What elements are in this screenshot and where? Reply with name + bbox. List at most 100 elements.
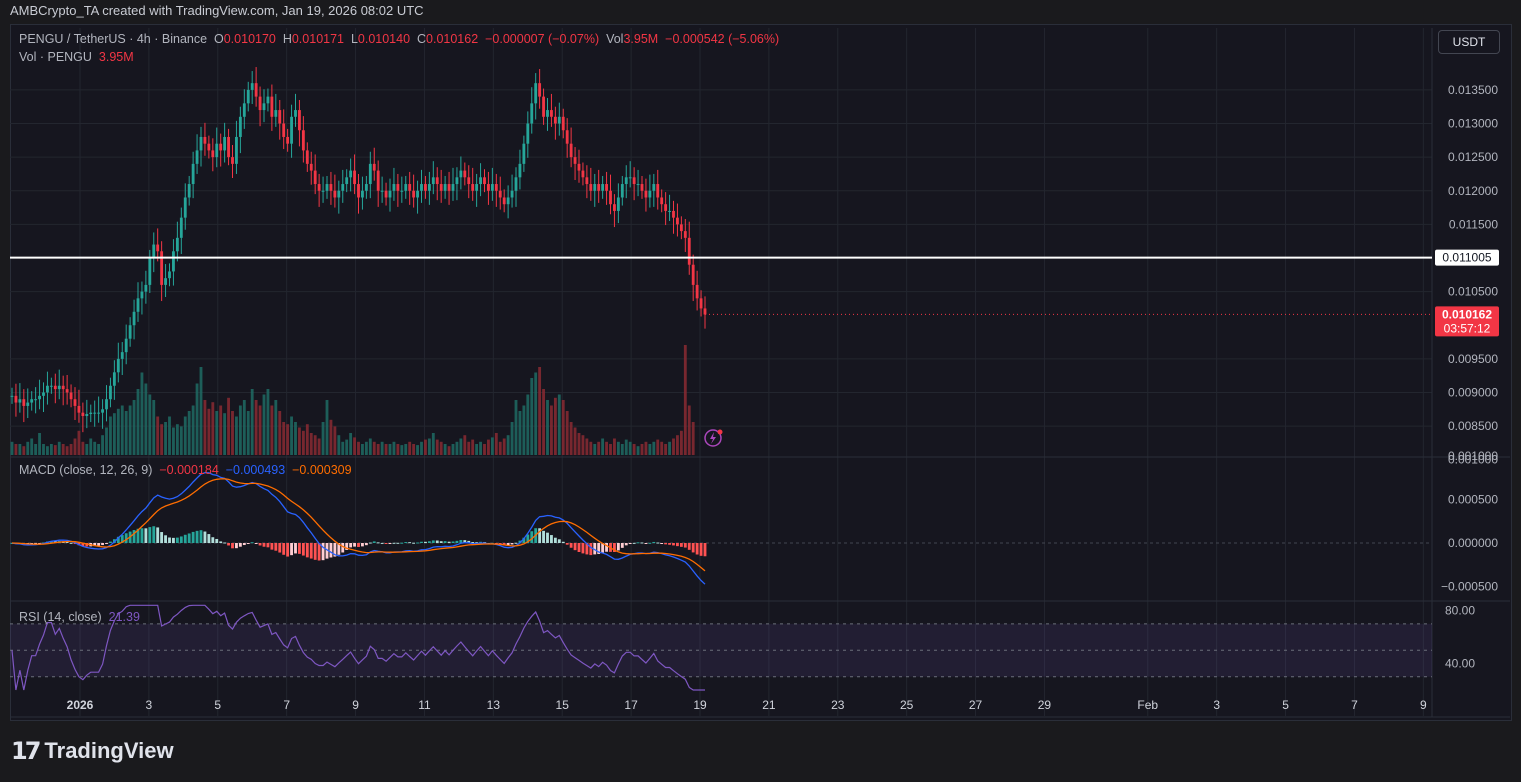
macd-hist-bar-67 xyxy=(274,543,278,551)
candle-body-167 xyxy=(668,210,671,212)
volume-bar-32 xyxy=(136,389,140,455)
macd-hist-bar-19 xyxy=(85,543,89,547)
macd-hist-bar-115 xyxy=(463,540,467,543)
macd-hist-bar-170 xyxy=(679,543,683,547)
candle-body-1 xyxy=(14,395,18,403)
rsi-legend[interactable]: RSI (14, close) 21.39 xyxy=(19,610,140,624)
candle-body-51 xyxy=(211,150,215,158)
volume-bar-153 xyxy=(613,438,616,455)
candle-body-5 xyxy=(30,399,34,403)
macd-hist-bar-39 xyxy=(164,535,167,543)
macd-hist-bar-173 xyxy=(691,543,695,553)
candle-body-171 xyxy=(683,231,687,238)
candle-body-111 xyxy=(447,184,451,191)
volume-bar-65 xyxy=(266,389,270,455)
candle-body-89 xyxy=(361,190,364,198)
macd-hist-bar-144 xyxy=(577,543,581,553)
macd-hist-bar-28 xyxy=(120,535,124,543)
candle-body-175 xyxy=(699,298,703,309)
volume-bar-172 xyxy=(687,405,691,455)
candle-body-94 xyxy=(380,190,384,192)
macd-hist-bar-14 xyxy=(65,541,69,543)
volume-bar-155 xyxy=(620,444,624,455)
macd-hist-bar-176 xyxy=(703,543,707,557)
open-label: O xyxy=(214,32,224,46)
macd-hist-bar-65 xyxy=(266,543,270,548)
macd-hist-bar-92 xyxy=(372,541,376,543)
volume-legend[interactable]: Vol · PENGU 3.95M xyxy=(19,50,134,64)
volume-bar-50 xyxy=(207,408,211,455)
macd-hist-bar-56 xyxy=(231,543,234,549)
macd-hist-bar-103 xyxy=(416,542,419,544)
volume-bar-117 xyxy=(471,439,475,455)
volume-bar-164 xyxy=(656,439,660,455)
candle-body-60 xyxy=(246,89,250,104)
candle-body-161 xyxy=(644,190,648,198)
macd-legend[interactable]: MACD (close, 12, 26, 9) −0.000184 −0.000… xyxy=(19,463,352,477)
macd-hist-bar-164 xyxy=(656,542,660,544)
candle-body-97 xyxy=(392,184,396,191)
volume-bar-112 xyxy=(451,444,455,455)
volume-bar-73 xyxy=(298,427,301,455)
candle-body-96 xyxy=(388,190,392,198)
rsi-band xyxy=(10,623,1432,677)
currency-button[interactable]: USDT xyxy=(1438,30,1500,54)
macd-hist-bar-154 xyxy=(616,543,620,551)
macd-hist-bar-85 xyxy=(345,543,349,550)
candle-body-145 xyxy=(581,170,585,178)
support-level-label: 0.011005 xyxy=(1442,251,1491,265)
volume-bar-44 xyxy=(183,416,187,455)
volume-bar-86 xyxy=(349,433,353,455)
candle-body-87 xyxy=(353,170,356,185)
macd-hist-bar-163 xyxy=(652,541,656,543)
volume-bar-23 xyxy=(101,435,104,455)
volume-bar-45 xyxy=(187,411,191,455)
volume-bar-20 xyxy=(89,438,93,455)
candle-body-49 xyxy=(203,136,207,144)
candle-body-6 xyxy=(34,399,38,401)
macd-hist-bar-72 xyxy=(294,543,297,554)
macd-hist-bar-31 xyxy=(132,530,136,543)
candle-body-63 xyxy=(258,96,262,111)
macd-hist-bar-131 xyxy=(526,534,530,543)
candle-body-71 xyxy=(290,116,293,144)
candle-body-50 xyxy=(207,143,211,151)
volume-bar-67 xyxy=(274,400,278,455)
candle-body-76 xyxy=(309,163,313,171)
chart-frame[interactable] xyxy=(10,24,1512,721)
price-tick-6: 0.009500 xyxy=(1448,352,1498,366)
volume-bar-69 xyxy=(282,422,286,455)
volume-bar-98 xyxy=(396,444,400,455)
symbol-name[interactable]: PENGU / TetherUS · 4h · Binance xyxy=(19,32,208,46)
macd-hist-bar-165 xyxy=(660,543,664,544)
volume-bar-16 xyxy=(73,438,77,455)
macd-hist-bar-91 xyxy=(368,542,372,544)
candle-body-107 xyxy=(431,177,435,185)
macd-hist-bar-58 xyxy=(238,543,242,547)
candle-body-55 xyxy=(227,136,230,158)
volume-bar-1 xyxy=(14,444,18,455)
macd-hist-bar-75 xyxy=(305,543,309,558)
volume-bar-146 xyxy=(585,438,589,455)
candle-body-84 xyxy=(341,184,345,191)
candle-body-18 xyxy=(81,412,85,417)
candle-body-2 xyxy=(18,399,22,403)
macd-hist-bar-40 xyxy=(168,537,171,543)
candle-body-120 xyxy=(483,177,486,185)
volume-bar-76 xyxy=(309,433,313,455)
candle-body-110 xyxy=(443,184,447,191)
macd-hist-bar-166 xyxy=(664,543,668,545)
volume-bar-54 xyxy=(223,413,227,455)
volume-bar-41 xyxy=(172,427,175,455)
candle-body-114 xyxy=(459,170,463,178)
volume-bar-22 xyxy=(97,444,101,455)
volume-bar-120 xyxy=(483,444,486,455)
price-change: −0.000007 (−0.07%) xyxy=(485,32,600,46)
tradingview-logo[interactable]: 17 TradingView xyxy=(11,737,174,765)
volume-bar-36 xyxy=(152,400,156,455)
x-tick-19: 9 xyxy=(1420,698,1427,712)
volume-bar-167 xyxy=(668,441,671,455)
macd-hist-bar-172 xyxy=(687,543,691,550)
volume-bar-130 xyxy=(522,405,526,455)
